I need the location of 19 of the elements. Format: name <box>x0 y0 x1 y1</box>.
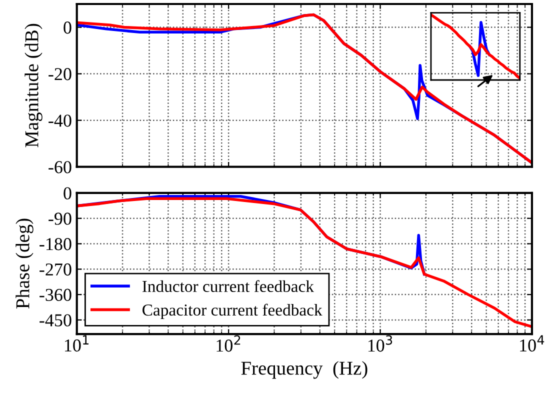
y-tick-label: -450 <box>40 314 72 326</box>
x-axis-title: Frequency (Hz) <box>241 361 368 379</box>
y-axis-title: Phase (deg) <box>16 218 34 309</box>
y-axis-title: Magnitude (dB) <box>24 24 42 148</box>
y-tick-label: 0 <box>64 187 72 200</box>
x-tick-label: 10$^{2}$ <box>216 335 240 352</box>
y-tick-label: 0 <box>64 22 72 34</box>
legend-label: Capacitor current feedback <box>142 304 322 320</box>
x-tick-label: 10$^{4}$ <box>520 335 544 352</box>
y-tick-label: -20 <box>48 68 72 80</box>
legend-label: Inductor current feedback <box>142 280 314 292</box>
y-tick-label: -90 <box>48 212 72 225</box>
y-tick-label: -40 <box>48 114 72 127</box>
y-tick-label: -60 <box>48 161 72 174</box>
y-tick-label: -270 <box>40 263 72 276</box>
y-tick-label: -180 <box>40 238 72 250</box>
x-tick-label: 10$^{3}$ <box>368 335 392 352</box>
x-tick-label: 10$^{1}$ <box>64 335 89 352</box>
y-tick-label: -360 <box>40 288 72 301</box>
